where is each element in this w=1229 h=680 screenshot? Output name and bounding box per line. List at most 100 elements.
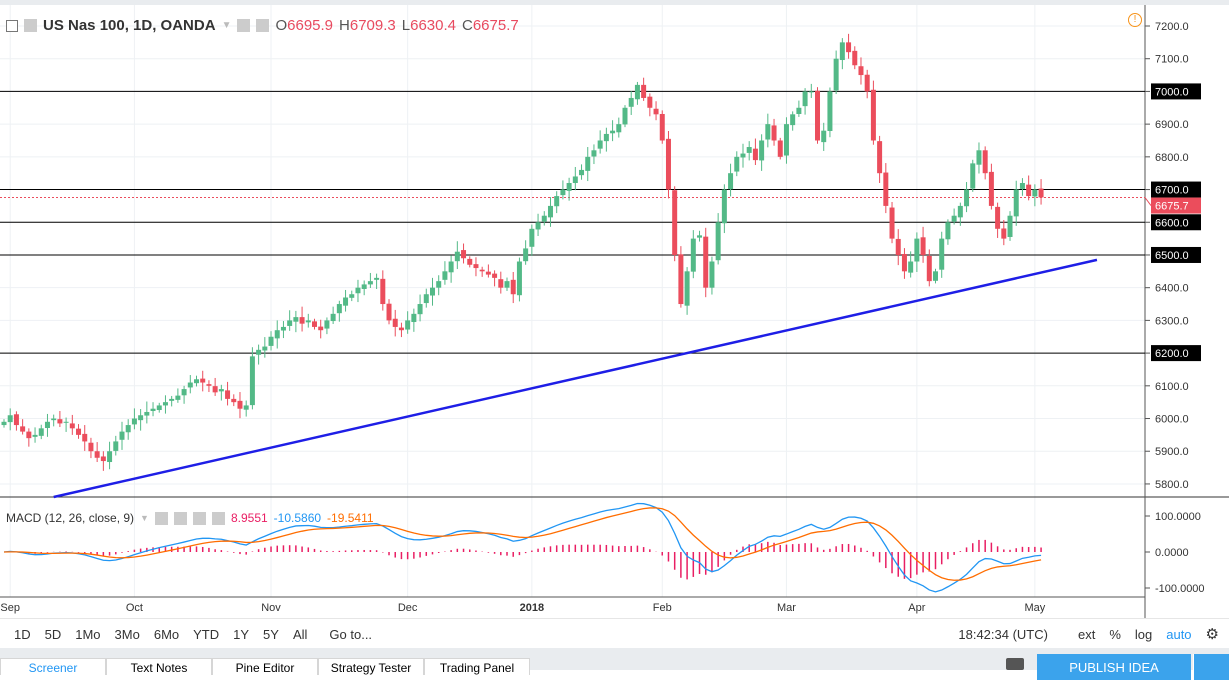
candle — [144, 401, 150, 424]
range-1mo[interactable]: 1Mo — [75, 626, 101, 642]
chevron-down-icon[interactable]: ▼ — [221, 20, 232, 31]
range-5d[interactable]: 5D — [44, 626, 62, 642]
flag-icon[interactable] — [24, 19, 37, 32]
range-6mo[interactable]: 6Mo — [153, 626, 180, 642]
candle — [51, 414, 57, 427]
candle — [361, 280, 367, 296]
candle — [728, 163, 734, 197]
candle-body — [988, 171, 994, 206]
macd-legend: MACD (12, 26, close, 9) ▼ 8.9551 -10.586… — [6, 511, 374, 525]
candle-body — [678, 254, 684, 305]
candle — [107, 441, 113, 470]
candle — [181, 385, 187, 404]
tab-strategy-tester[interactable]: Strategy Tester — [318, 658, 424, 675]
open-label: O — [275, 17, 288, 34]
chevron-down-icon[interactable]: ▼ — [140, 513, 149, 523]
log-toggle[interactable]: log — [1134, 626, 1153, 642]
candle — [367, 272, 373, 289]
range-ytd[interactable]: YTD — [193, 626, 220, 642]
price-level-badge — [1151, 246, 1201, 263]
candle — [777, 137, 783, 160]
candle — [330, 306, 336, 324]
candle — [88, 437, 94, 459]
play-icon[interactable] — [1193, 654, 1229, 680]
candle — [516, 257, 522, 302]
candle — [579, 164, 585, 180]
ext-toggle[interactable]: ext — [1077, 626, 1096, 642]
candle — [461, 243, 467, 264]
macd-title[interactable]: MACD (12, 26, close, 9) — [6, 511, 135, 525]
eye-icon[interactable] — [154, 511, 168, 525]
symbol-title[interactable]: US Nas 100, 1D, OANDA — [43, 17, 216, 34]
range-3mo[interactable]: 3Mo — [114, 626, 140, 642]
candle — [20, 419, 26, 435]
auto-toggle[interactable]: auto — [1166, 626, 1192, 642]
candle-body — [231, 398, 237, 403]
goto-button[interactable]: Go to... — [329, 626, 373, 642]
candle-body — [622, 107, 628, 125]
candle-body — [187, 382, 193, 388]
candle — [119, 421, 125, 450]
alert-icon[interactable]: ! — [1128, 13, 1142, 27]
settings-icon[interactable]: ⚙ — [1205, 626, 1219, 643]
percent-toggle[interactable]: % — [1109, 626, 1121, 642]
candle-body — [312, 321, 317, 327]
candle — [684, 267, 690, 315]
range-1y[interactable]: 1Y — [233, 626, 250, 642]
candle — [417, 294, 423, 322]
candle — [274, 320, 280, 349]
candle-body — [57, 419, 63, 424]
candle-body — [417, 304, 423, 315]
tab-trading-panel[interactable]: Trading Panel — [424, 658, 530, 675]
range-all[interactable]: All — [292, 626, 308, 642]
tab-pine-editor[interactable]: Pine Editor — [212, 658, 318, 675]
candle — [622, 105, 628, 128]
candle-body — [709, 261, 715, 288]
tab-text-notes[interactable]: Text Notes — [106, 658, 212, 675]
candle — [1026, 175, 1032, 201]
candle — [138, 409, 144, 431]
candle-body — [908, 261, 914, 273]
close-icon[interactable] — [211, 511, 225, 525]
candle — [945, 219, 951, 245]
publish-idea-button[interactable]: PUBLISH IDEA — [1037, 654, 1191, 680]
candle-body — [405, 320, 411, 330]
candle-body — [454, 251, 460, 262]
chart-area[interactable]: 7200.0 7100.0 7000.0 6900.0 6800.0 6700.0 6600… — [0, 5, 1229, 618]
candle — [815, 87, 821, 144]
candle-body — [684, 271, 690, 306]
candle — [324, 317, 330, 335]
candle — [585, 147, 591, 182]
price-level-badge — [1151, 181, 1201, 198]
candle-body — [305, 320, 311, 323]
candle-body — [498, 279, 504, 288]
candle-body — [1013, 189, 1019, 217]
camera-icon[interactable] — [1006, 658, 1024, 670]
plus-icon[interactable] — [192, 511, 206, 525]
tab-screener[interactable]: Screener — [0, 658, 106, 675]
candle — [982, 146, 988, 180]
candle-body — [225, 390, 231, 399]
range-1d[interactable]: 1D — [14, 626, 31, 642]
candle-body — [610, 130, 616, 134]
candle-body — [945, 222, 951, 240]
candle — [802, 88, 808, 115]
candle — [13, 411, 19, 431]
top-toolbar — [0, 0, 1229, 5]
candle-body — [429, 287, 435, 296]
candle — [44, 413, 50, 437]
candle — [759, 134, 765, 171]
candle-body — [846, 42, 852, 53]
candle — [436, 275, 442, 296]
gear-icon[interactable] — [173, 511, 187, 525]
candle — [790, 111, 796, 131]
eye-icon[interactable] — [237, 19, 251, 32]
candle — [765, 113, 771, 148]
chart-canvas[interactable]: 7200.0 7100.0 7000.0 6900.0 6800.0 6700.0 6600… — [0, 5, 1229, 618]
collapse-icon[interactable] — [6, 19, 18, 32]
candle — [63, 417, 69, 432]
range-5y[interactable]: 5Y — [263, 626, 279, 642]
price-tick-label: 7200.0 — [1155, 21, 1189, 33]
candle-body — [423, 294, 429, 304]
gear-icon[interactable] — [256, 19, 270, 32]
